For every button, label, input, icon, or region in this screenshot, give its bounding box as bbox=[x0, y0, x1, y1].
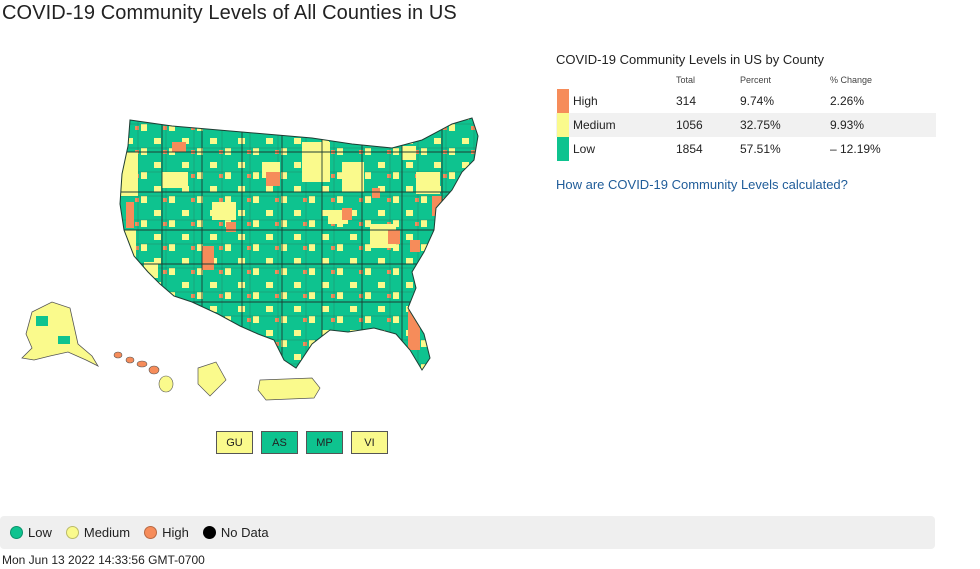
low-swatch bbox=[557, 137, 569, 161]
summary-title: COVID-19 Community Levels in US by Count… bbox=[556, 52, 825, 67]
medium-dot-icon bbox=[65, 526, 79, 539]
high-dot-icon bbox=[144, 526, 158, 539]
high-county-patches bbox=[126, 142, 442, 350]
territory-box-mp[interactable]: MP bbox=[306, 431, 343, 454]
territory-box-as[interactable]: AS bbox=[261, 431, 298, 454]
row-percent: 32.75% bbox=[740, 118, 781, 132]
timestamp: Mon Jun 13 2022 14:33:56 GMT-0700 bbox=[2, 553, 205, 567]
summary-row-medium: Medium 1056 32.75% 9.93% bbox=[556, 113, 936, 137]
territory-boxes: GU AS MP VI bbox=[216, 431, 388, 454]
legend-label-high: High bbox=[162, 525, 189, 540]
row-total: 314 bbox=[676, 94, 697, 108]
header-total: Total bbox=[676, 75, 696, 85]
legend-item-medium[interactable]: Medium bbox=[65, 525, 131, 540]
territory-box-gu[interactable]: GU bbox=[216, 431, 253, 454]
high-swatch bbox=[557, 89, 569, 113]
row-change: 2.26% bbox=[830, 94, 865, 108]
us-outline bbox=[119, 117, 479, 371]
puerto-rico[interactable] bbox=[257, 377, 321, 401]
territory-box-vi[interactable]: VI bbox=[351, 431, 388, 454]
page-title: COVID-19 Community Levels of All Countie… bbox=[2, 2, 457, 24]
territory-island[interactable] bbox=[197, 361, 227, 397]
row-total: 1056 bbox=[676, 118, 703, 132]
no-data-dot-icon bbox=[202, 526, 216, 539]
medium-swatch bbox=[557, 113, 569, 137]
us-county-map-svg[interactable] bbox=[12, 112, 492, 412]
legend-label-no-data: No Data bbox=[220, 525, 269, 540]
legend-item-low[interactable]: Low bbox=[10, 525, 52, 540]
summary-panel: COVID-19 Community Levels in US by Count… bbox=[556, 52, 936, 192]
row-percent: 57.51% bbox=[740, 142, 781, 156]
header-change: % Change bbox=[830, 75, 873, 85]
summary-row-high: High 314 9.74% 2.26% bbox=[556, 89, 936, 113]
low-dot-icon bbox=[10, 526, 23, 539]
us-county-map[interactable] bbox=[12, 112, 492, 412]
row-percent: 9.74% bbox=[740, 94, 775, 108]
row-change: – 12.19% bbox=[830, 142, 881, 156]
header-percent: Percent bbox=[740, 75, 772, 85]
legend-label-medium: Medium bbox=[83, 525, 131, 540]
alaska[interactable] bbox=[21, 301, 100, 367]
row-total: 1854 bbox=[676, 142, 703, 156]
row-level-label: High bbox=[573, 94, 598, 108]
summary-row-low: Low 1854 57.51% – 12.19% bbox=[556, 137, 936, 161]
legend-label-low: Low bbox=[28, 525, 52, 540]
row-level-label: Medium bbox=[573, 118, 616, 132]
row-level-label: Low bbox=[573, 142, 596, 156]
row-change: 9.93% bbox=[830, 118, 865, 132]
legend-item-high[interactable]: High bbox=[144, 525, 189, 540]
legend-item-no-data[interactable]: No Data bbox=[202, 525, 269, 540]
summary-header-row: Total Percent % Change bbox=[556, 73, 936, 89]
hawaii[interactable] bbox=[113, 351, 174, 393]
calculation-info-link[interactable]: How are COVID-19 Community Levels calcul… bbox=[556, 177, 848, 192]
legend-bar: Low Medium High No Data bbox=[0, 516, 935, 549]
